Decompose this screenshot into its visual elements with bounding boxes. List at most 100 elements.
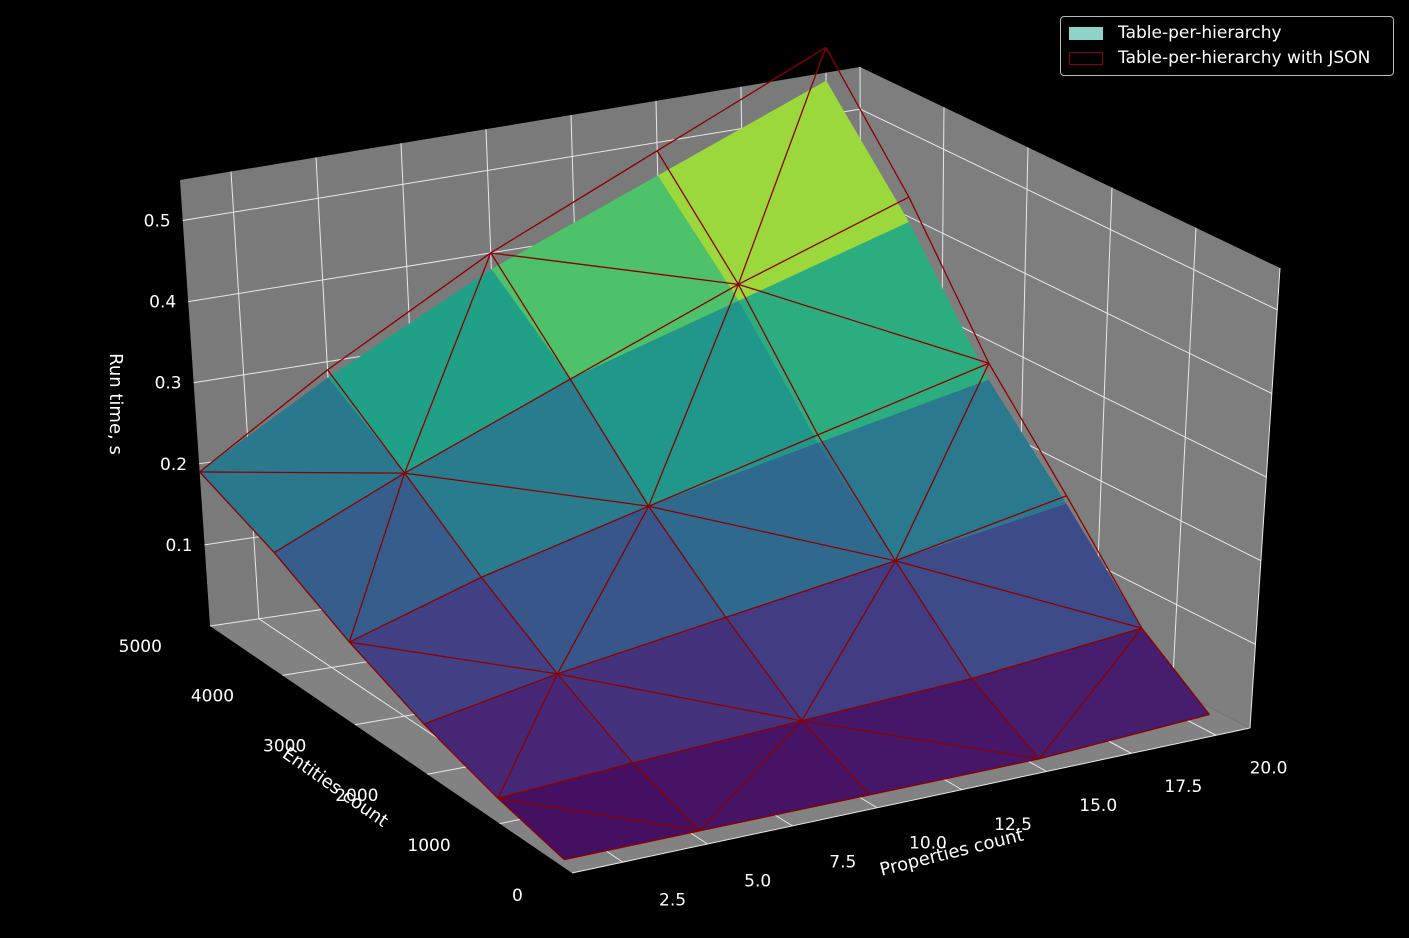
- wire-edge: [632, 720, 802, 764]
- wire-edge: [273, 472, 405, 554]
- wire-edge: [725, 616, 803, 722]
- wire-edge: [1039, 713, 1210, 760]
- wire-edge: [423, 673, 558, 725]
- tick-label: 5.0: [744, 871, 771, 891]
- legend-item-tph: Table-per-hierarchy: [1069, 22, 1282, 44]
- wire-edge: [801, 720, 871, 796]
- grid-line: [859, 108, 1278, 311]
- wire-edge: [970, 678, 1040, 760]
- wire-edge: [1038, 627, 1143, 760]
- wire-edge: [556, 673, 634, 764]
- wire-edge: [648, 505, 896, 562]
- wire-edge: [817, 434, 896, 562]
- wire-edge: [894, 560, 972, 679]
- tick-label: 15.0: [1079, 796, 1117, 816]
- wire-edge: [199, 369, 328, 473]
- tick-label: 12.5: [994, 815, 1032, 835]
- wire-edge: [801, 720, 1040, 760]
- wire-edge: [725, 560, 896, 618]
- legend-item-tph-json: Table-per-hierarchy with JSON: [1069, 47, 1370, 69]
- wire-edge: [894, 362, 990, 562]
- tick-label: 5000: [119, 637, 162, 657]
- wire-edge: [497, 797, 565, 861]
- wire-edge: [895, 560, 1142, 629]
- wire-edge: [738, 283, 990, 364]
- wire-edge: [327, 252, 492, 371]
- wire-edge: [699, 794, 870, 832]
- wire-edge: [869, 758, 1040, 796]
- wire-edge: [656, 46, 827, 152]
- tick-label: 3000: [263, 736, 306, 756]
- wire-edge: [1141, 627, 1210, 715]
- wire-edge: [656, 150, 739, 285]
- axis-ticks: 2.5 5.0 7.5 10.0 12.5 15.0 17.5 20.0 0 1000 2000 30…: [119, 212, 1288, 911]
- wire-edge: [348, 472, 406, 643]
- wire-edge: [908, 196, 990, 364]
- wire-edge: [971, 627, 1142, 680]
- legend: Table-per-hierarchy Table-per-hierarchy …: [1060, 16, 1394, 76]
- x-axis-label: Properties count: [878, 825, 1026, 881]
- wire-edge: [481, 505, 649, 578]
- wire-edge: [557, 616, 726, 675]
- wire-edge: [404, 472, 482, 578]
- wire-edge: [825, 47, 910, 198]
- wire-edge: [648, 284, 739, 507]
- wire-edge: [349, 641, 558, 675]
- wire-edge: [404, 472, 649, 507]
- tick-label: 4000: [191, 687, 234, 707]
- tick-label: 0.5: [144, 212, 171, 232]
- grid-line: [1249, 267, 1281, 729]
- wire-edge: [895, 495, 1067, 562]
- wire-edge: [738, 196, 910, 285]
- wire-edge: [490, 252, 571, 380]
- tick-label: 0.3: [155, 374, 182, 394]
- tick-label: 2000: [335, 786, 378, 806]
- wire-edge: [497, 797, 701, 832]
- grid-line: [1171, 227, 1197, 689]
- tick-label: 7.5: [829, 853, 856, 873]
- wire-edge: [403, 252, 492, 474]
- wire-edge: [423, 723, 499, 799]
- tick-label: 0.1: [165, 536, 192, 556]
- wire-edge: [497, 673, 558, 799]
- tick-label: 0: [512, 886, 523, 906]
- legend-label: Table-per-hierarchy with JSON: [1118, 48, 1371, 68]
- wire-edge: [404, 378, 571, 474]
- wire-edge: [699, 720, 803, 832]
- wire-edge: [569, 283, 739, 380]
- wire-edge: [327, 369, 406, 474]
- wire-edge: [801, 560, 896, 722]
- wire-edge: [737, 47, 827, 285]
- wire-edge: [648, 505, 727, 618]
- z-axis-label: Run time, s: [105, 353, 126, 455]
- wire-edge: [569, 378, 650, 507]
- wire-edge: [348, 641, 425, 725]
- grid-line: [571, 727, 1251, 874]
- grid-line: [860, 192, 1273, 394]
- wire-edge: [557, 673, 802, 722]
- wire-edge: [801, 677, 972, 722]
- wire-edge: [199, 471, 405, 474]
- wireframe-table-per-hierarchy-json: [199, 46, 1210, 861]
- legend-swatch-outline: [1069, 51, 1103, 65]
- wire-edge: [988, 362, 1068, 497]
- wire-edge: [1065, 495, 1143, 629]
- tick-label: 1000: [407, 836, 450, 856]
- wire-edge: [497, 762, 633, 799]
- wire-edge: [556, 505, 650, 675]
- tick-label: 0.2: [160, 455, 187, 475]
- wire-edge: [349, 576, 482, 643]
- tick-label: 17.5: [1164, 777, 1202, 797]
- wire-edge: [480, 576, 558, 675]
- wire-edge: [632, 762, 701, 832]
- wire-edge: [737, 284, 819, 436]
- wire-edge: [564, 830, 701, 861]
- wire-edge: [490, 150, 658, 254]
- legend-swatch-filled: [1069, 26, 1103, 40]
- wire-edge: [648, 434, 819, 507]
- tick-label: 0.4: [149, 293, 176, 313]
- legend-label: Table-per-hierarchy: [1118, 23, 1282, 43]
- tick-label: 2.5: [659, 890, 686, 910]
